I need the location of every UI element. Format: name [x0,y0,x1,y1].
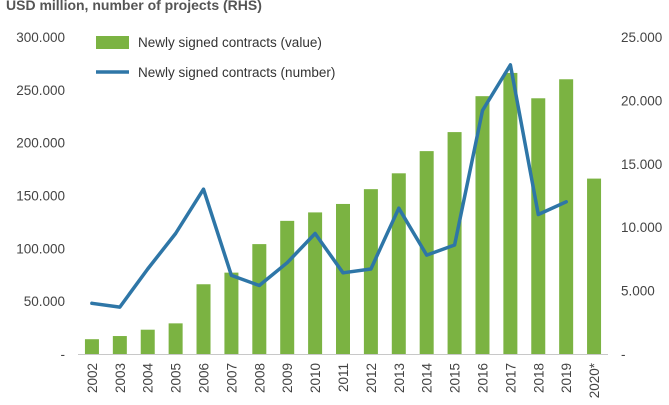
bar [112,336,127,354]
line-point [564,200,568,204]
x-axis-tick-label: 2019 [559,363,574,393]
x-axis-tick-label: 2010 [308,363,323,393]
bar [336,203,350,354]
bar-series [84,72,602,355]
x-axis-tick-label: 2011 [336,363,351,392]
line-point [453,243,457,247]
legend-label-number: Newly signed contracts (number) [138,65,335,80]
bar [84,339,99,354]
line-point [341,271,345,275]
bar [587,178,602,354]
line-point [508,63,512,67]
bar [140,329,155,354]
left-axis-tick-label: 50.000 [24,294,65,309]
x-axis-tick-label: 2007 [224,363,239,393]
left-axis-tick-label: 300.000 [16,30,65,45]
right-axis-tick-label: 20.000 [621,93,662,108]
line-point [536,213,540,217]
line-point [146,267,150,271]
bar [224,272,239,354]
right-axis-tick-label: - [621,347,626,362]
left-axis-tick-label: 200.000 [16,136,65,151]
line-point [90,301,94,305]
line-point [397,206,401,210]
bar [280,220,295,354]
bar [168,323,183,354]
x-axis-tick-label: 2017 [503,363,518,393]
x-axis-tick-label: 2012 [364,363,379,393]
bar [475,96,490,354]
x-axis-tick-label: 2004 [141,363,156,394]
right-axis-tick-label: 10.000 [621,220,662,235]
x-axis-tick-label: 2003 [113,363,128,393]
x-axis-tick-label: 2002 [85,363,100,393]
line-point [285,261,289,265]
line-point [174,232,178,236]
x-axis-tick-label: 2016 [475,363,490,393]
bar [503,72,518,354]
left-axis-tick-label: 250.000 [16,83,65,98]
line-point [202,187,206,191]
line-point [313,232,317,236]
right-axis-tick-label: 25.000 [621,30,662,45]
x-axis-tick-label: 2009 [280,363,295,393]
x-axis: 2002 2003 2004 2005 2006 2007 2008 2009 2010 2011… [78,354,608,398]
left-axis-tick-label: - [61,347,66,362]
left-axis-tick-label: 100.000 [16,241,65,256]
x-axis-tick-label: 2013 [392,363,407,393]
right-axis-tick-label: 15.000 [621,157,662,172]
line-point [369,267,373,271]
bar [559,79,574,355]
x-axis-tick-label: 2014 [420,363,435,394]
line-point [118,305,122,309]
legend: Newly signed contracts (value) Newly sign… [96,35,335,80]
line-point [425,253,429,257]
line-point [257,284,261,288]
x-axis-tick-label: 2020* [587,362,602,398]
line-series [90,63,568,309]
left-axis-tick-label: 150.000 [16,189,65,204]
right-axis-tick-label: 5.000 [621,284,655,299]
chart-subtitle: USD million, number of projects (RHS) [6,0,262,13]
line-series-path [90,63,568,309]
bar [531,98,546,354]
bar [196,284,211,354]
right-axis: - 5.000 10.000 15.000 20.000 25.000 [621,30,662,362]
x-axis-tick-label: 2006 [197,363,212,393]
bar [391,173,406,354]
bar [308,212,323,354]
x-axis-tick-label: 2018 [531,363,546,393]
bar [363,189,378,354]
x-axis-tick-label: 2005 [169,363,184,393]
line-point [480,109,484,113]
line-point [229,273,233,277]
left-axis: - 50.000 100.000 150.000 200.000 250.000 300.0… [16,30,65,362]
x-axis-tick-label: 2008 [252,363,267,393]
legend-swatch-value [96,36,129,49]
x-axis-tick-label: 2015 [448,363,463,393]
legend-label-value: Newly signed contracts (value) [138,35,322,50]
bar [252,244,267,354]
